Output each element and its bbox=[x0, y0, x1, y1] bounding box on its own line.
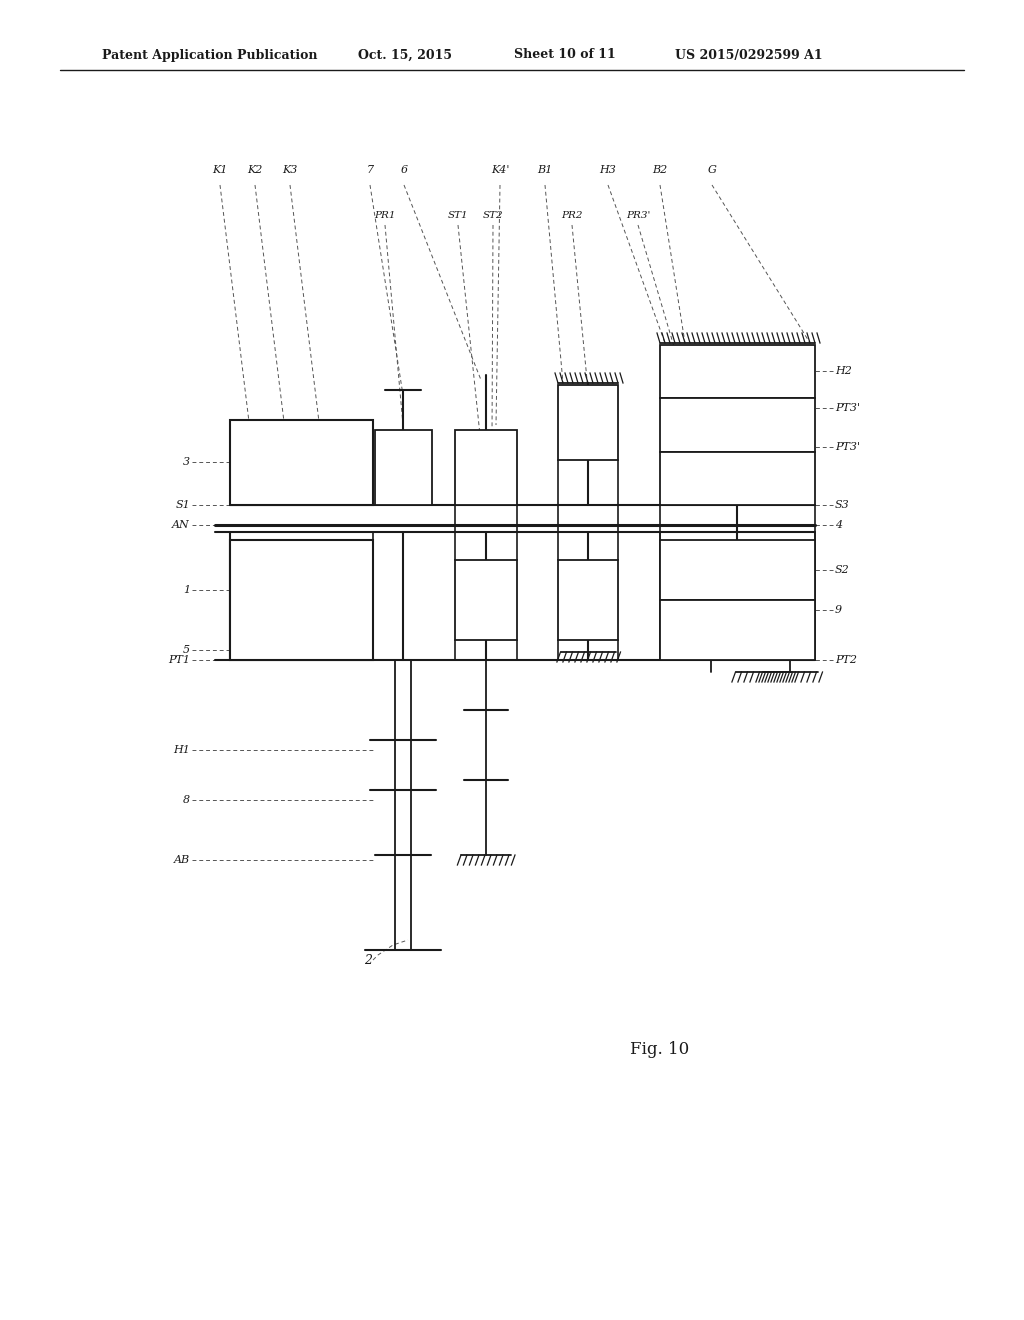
Text: K3: K3 bbox=[283, 165, 298, 176]
Text: Fig. 10: Fig. 10 bbox=[631, 1041, 689, 1059]
Bar bbox=[558, 560, 618, 640]
Text: PT1: PT1 bbox=[168, 655, 190, 665]
Text: PR1: PR1 bbox=[374, 210, 395, 219]
Bar bbox=[375, 430, 432, 506]
Text: K4': K4' bbox=[490, 165, 509, 176]
Text: S1: S1 bbox=[175, 500, 190, 510]
Text: B2: B2 bbox=[652, 165, 668, 176]
Bar bbox=[660, 399, 815, 451]
Text: PT2: PT2 bbox=[835, 655, 857, 665]
Text: 3: 3 bbox=[183, 457, 190, 467]
Text: ST1: ST1 bbox=[447, 210, 468, 219]
Bar bbox=[660, 540, 815, 601]
Text: 9: 9 bbox=[835, 605, 842, 615]
Bar bbox=[455, 430, 517, 506]
Bar bbox=[230, 420, 373, 506]
Text: PT3': PT3' bbox=[835, 404, 860, 413]
Bar bbox=[660, 345, 815, 399]
Text: H3: H3 bbox=[600, 165, 616, 176]
Bar bbox=[230, 540, 373, 660]
Text: K1: K1 bbox=[212, 165, 227, 176]
Text: G: G bbox=[708, 165, 717, 176]
Bar bbox=[660, 451, 815, 506]
Text: 2: 2 bbox=[364, 953, 372, 966]
Text: H2: H2 bbox=[835, 366, 852, 376]
Text: PT3': PT3' bbox=[835, 442, 860, 451]
Text: B1: B1 bbox=[538, 165, 553, 176]
Text: K2: K2 bbox=[248, 165, 263, 176]
Text: Sheet 10 of 11: Sheet 10 of 11 bbox=[514, 49, 615, 62]
Text: ST2: ST2 bbox=[482, 210, 504, 219]
Text: 7: 7 bbox=[367, 165, 374, 176]
Text: PR2: PR2 bbox=[561, 210, 583, 219]
Text: AN: AN bbox=[172, 520, 190, 531]
Text: AB: AB bbox=[174, 855, 190, 865]
Text: Oct. 15, 2015: Oct. 15, 2015 bbox=[358, 49, 452, 62]
Text: H1: H1 bbox=[173, 744, 190, 755]
Text: Patent Application Publication: Patent Application Publication bbox=[102, 49, 317, 62]
Text: PR3': PR3' bbox=[626, 210, 650, 219]
Bar bbox=[455, 560, 517, 640]
Text: 6: 6 bbox=[400, 165, 408, 176]
Bar bbox=[660, 601, 815, 660]
Text: 8: 8 bbox=[183, 795, 190, 805]
Text: 4: 4 bbox=[835, 520, 842, 531]
Text: S3: S3 bbox=[835, 500, 850, 510]
Text: US 2015/0292599 A1: US 2015/0292599 A1 bbox=[675, 49, 822, 62]
Text: S2: S2 bbox=[835, 565, 850, 576]
Bar bbox=[558, 385, 618, 459]
Text: 1: 1 bbox=[183, 585, 190, 595]
Text: 5: 5 bbox=[183, 645, 190, 655]
